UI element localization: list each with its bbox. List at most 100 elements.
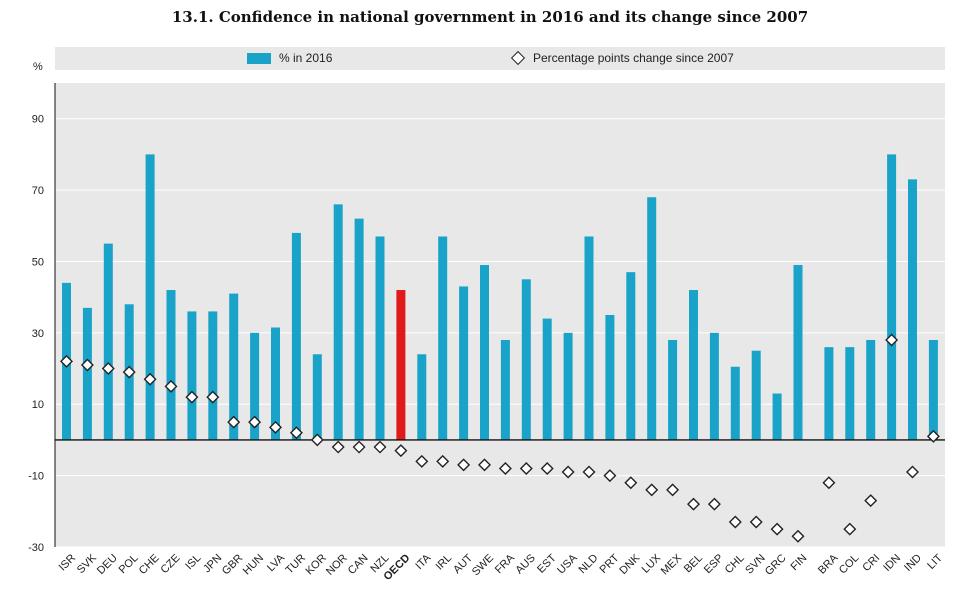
- change-marker: [206, 390, 220, 404]
- bar: [208, 311, 218, 440]
- legend-bar-label: % in 2016: [279, 51, 333, 65]
- change-marker: [373, 440, 387, 454]
- x-tick-label: CHL: [723, 552, 747, 576]
- bar: [866, 339, 876, 440]
- change-marker: [926, 429, 940, 443]
- y-tick-label: 70: [32, 185, 44, 197]
- legend-item-markers: Percentage points change since 2007: [510, 50, 734, 66]
- change-marker: [561, 465, 575, 479]
- bar: [542, 318, 552, 440]
- bar: [417, 354, 427, 440]
- change-marker: [122, 365, 136, 379]
- x-tick-label: BRA: [816, 552, 841, 577]
- x-tick-label: NLD: [577, 552, 601, 576]
- change-marker: [687, 497, 700, 511]
- change-marker: [394, 444, 408, 458]
- change-marker: [728, 515, 742, 529]
- bar: [166, 290, 176, 440]
- change-marker: [269, 420, 282, 434]
- x-tick-label: POL: [117, 552, 141, 576]
- x-tick-label: IND: [902, 552, 924, 574]
- x-tick-label: LIT: [925, 552, 945, 572]
- x-tick-label: CZE: [159, 552, 183, 576]
- bar: [928, 339, 938, 440]
- change-marker: [906, 465, 919, 479]
- bar: [521, 279, 531, 440]
- y-tick-label: 30: [32, 328, 44, 340]
- change-marker: [457, 458, 471, 472]
- change-marker: [540, 461, 554, 475]
- bar: [709, 332, 719, 440]
- x-tick-label: TUR: [283, 552, 308, 577]
- change-marker: [582, 465, 596, 479]
- legend-bar-swatch: [247, 52, 271, 64]
- x-tick-label: ISL: [183, 552, 203, 572]
- bar: [668, 339, 678, 440]
- x-tick-label: BEL: [682, 552, 705, 575]
- bar: [82, 307, 92, 440]
- change-marker: [101, 362, 115, 376]
- x-tick-label: ESP: [702, 552, 726, 576]
- x-tick-label: KOR: [304, 552, 329, 577]
- x-tick-label: IRL: [434, 552, 455, 573]
- change-marker: [624, 476, 638, 490]
- x-tick-label: SVK: [75, 552, 100, 577]
- bar: [584, 236, 594, 440]
- change-marker: [791, 529, 805, 543]
- chart-title: 13.1. Confidence in national government …: [171, 8, 809, 26]
- change-marker: [331, 440, 345, 454]
- bar: [438, 236, 448, 440]
- change-marker: [770, 522, 784, 536]
- bar: [500, 339, 510, 440]
- bar: [647, 197, 657, 440]
- x-tick-label: ISR: [57, 552, 78, 573]
- bar: [145, 154, 155, 440]
- change-marker: [248, 415, 262, 429]
- legend: % in 2016 Percentage points change since…: [55, 47, 945, 70]
- change-marker: [603, 469, 617, 483]
- bar: [772, 393, 782, 440]
- x-tick-label: LUX: [640, 552, 664, 576]
- change-marker: [164, 379, 178, 393]
- bar: [626, 272, 636, 440]
- x-tick-label: FIN: [789, 552, 810, 573]
- bar: [563, 332, 573, 440]
- x-tick-label: IDN: [881, 552, 903, 574]
- x-tick-label: AUS: [513, 552, 537, 576]
- change-marker: [289, 426, 303, 440]
- change-marker: [749, 515, 763, 529]
- x-tick-label: MEX: [659, 552, 685, 578]
- bar: [375, 236, 385, 440]
- bar-highlight: [396, 290, 406, 440]
- bar: [480, 265, 489, 440]
- bar: [271, 327, 280, 440]
- change-marker: [80, 358, 94, 372]
- x-tick-label: DEU: [95, 552, 120, 577]
- change-marker: [885, 333, 899, 347]
- change-marker: [707, 497, 721, 511]
- x-tick-label: COL: [837, 552, 861, 576]
- x-tick-label: CAN: [346, 552, 371, 577]
- change-marker: [478, 458, 491, 472]
- change-marker: [185, 390, 199, 404]
- change-marker: [645, 483, 659, 497]
- bar: [887, 154, 897, 440]
- bar: [103, 243, 113, 440]
- bar: [605, 315, 615, 440]
- y-tick-label: -10: [28, 471, 44, 483]
- x-tick-label: DNK: [617, 552, 642, 577]
- x-tick-label: FRA: [493, 552, 518, 577]
- y-axis-unit: %: [33, 61, 43, 73]
- change-marker: [864, 494, 878, 508]
- change-marker: [498, 461, 512, 475]
- bar: [250, 332, 260, 440]
- x-tick-label: PRT: [598, 552, 622, 576]
- x-tick-label: CRI: [860, 552, 882, 574]
- x-tick-label: CHE: [137, 552, 162, 577]
- x-tick-label: HUN: [241, 552, 266, 577]
- bar: [312, 354, 322, 440]
- bar: [793, 265, 803, 440]
- change-marker: [415, 454, 429, 468]
- bar: [689, 290, 698, 440]
